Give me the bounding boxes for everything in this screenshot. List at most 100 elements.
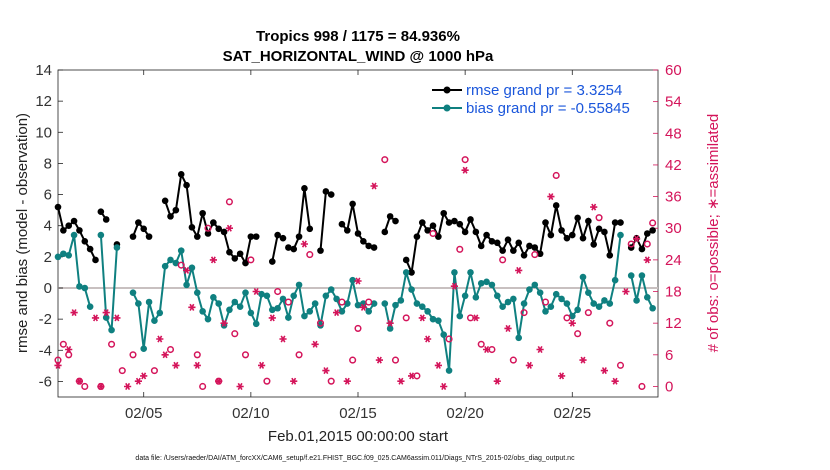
obs-assimilated-point [215, 377, 223, 385]
obs-assimilated-point [611, 377, 619, 385]
rmse-point [81, 237, 89, 245]
obs-possible-point [129, 351, 137, 359]
rmse-point [193, 233, 201, 240]
bias-point [579, 273, 587, 281]
rmse-point [445, 219, 453, 226]
obs-assimilated-point [590, 203, 598, 211]
rmse-point [477, 242, 485, 250]
bias-point [451, 269, 458, 276]
bias-point [611, 276, 619, 284]
rmse-point [236, 250, 244, 258]
rmse-point [295, 233, 303, 240]
bias-point [649, 304, 656, 312]
legend: rmse grand pr = 3.3254 bias grand pr = -… [432, 82, 630, 117]
rmse-point [402, 256, 410, 264]
bias-point [102, 314, 110, 321]
rmse-point [86, 245, 94, 253]
rmse-point [472, 228, 480, 236]
rmse-point [70, 217, 78, 225]
obs-possible-point [65, 351, 73, 359]
obs-possible-point [391, 356, 400, 364]
rmse-point [343, 227, 351, 234]
bias-point [483, 278, 490, 286]
obs-assimilated-point [504, 324, 512, 332]
obs-possible-point [499, 256, 507, 264]
obs-assimilated-point [102, 309, 110, 317]
obs-assimilated-point [622, 287, 630, 296]
rmse-point [97, 208, 105, 215]
bias-point [617, 231, 624, 239]
obs-assimilated-point [547, 193, 555, 201]
obs-assimilated-point [161, 351, 169, 359]
obs-possible-point [354, 324, 362, 332]
bias-point [215, 300, 223, 307]
obs-possible-point [616, 361, 625, 369]
obs-assimilated-point [643, 256, 651, 264]
obs-assimilated-point [258, 361, 266, 369]
rmse-point [285, 244, 292, 251]
obs-possible-point [445, 335, 453, 343]
bias-point [542, 308, 549, 315]
x-tick-label: 02/15 [339, 405, 377, 422]
bias-point [193, 289, 201, 296]
obs-possible-point [177, 261, 185, 269]
bias-point [552, 290, 560, 298]
bias-point [327, 286, 335, 293]
obs-assimilated-point [424, 335, 432, 343]
obs-assimilated-point [188, 303, 196, 311]
obs-possible-point [284, 298, 292, 306]
obs-assimilated-point [311, 340, 319, 348]
bias-point [472, 294, 480, 301]
bias-point [343, 300, 351, 307]
bias-point [381, 300, 389, 307]
bias-point [311, 300, 319, 307]
rmse-point [568, 231, 576, 239]
bias-point [54, 253, 62, 261]
chart-subtitle: SAT_HORIZONTAL_WIND @ 1000 hPa [223, 48, 494, 65]
rmse-point [579, 234, 587, 242]
bias-point [145, 298, 153, 306]
rmse-point [215, 225, 223, 233]
bias-point [140, 345, 148, 353]
x-tick-label: 02/25 [554, 405, 592, 422]
y-tick-right-label: 24 [665, 252, 682, 269]
obs-assimilated-point [183, 266, 191, 274]
bias-point [520, 300, 528, 307]
obs-possible-point [552, 171, 560, 180]
bias-point [392, 301, 399, 309]
bias-point [268, 306, 276, 314]
bias-point [493, 292, 501, 300]
bias-point [172, 259, 180, 267]
bias-point [424, 308, 431, 315]
rmse-point [381, 228, 389, 236]
rmse-point [172, 206, 180, 214]
rmse-point [145, 233, 153, 240]
obs-assimilated-point [322, 367, 330, 375]
y-tick-left-label: -2 [39, 311, 52, 328]
obs-assimilated-point [54, 361, 62, 369]
bias-point [156, 309, 164, 317]
obs-assimilated-point [354, 277, 362, 285]
rmse-point [424, 227, 431, 234]
rmse-point [504, 236, 512, 244]
obs-assimilated-point [236, 382, 244, 390]
y-tick-right-label: 42 [665, 157, 682, 174]
rmse-point [338, 220, 346, 228]
obs-assimilated-point [225, 224, 233, 232]
obs-assimilated-point [558, 372, 566, 380]
bias-point [295, 281, 303, 289]
rmse-point [274, 231, 281, 239]
obs-possible-point [574, 330, 582, 338]
obs-assimilated-point [172, 361, 180, 369]
obs-assimilated-point [440, 382, 448, 390]
rmse-point [429, 222, 437, 230]
rmse-point [590, 241, 598, 248]
bias-point [263, 292, 271, 300]
y-tick-left-label: 10 [35, 124, 52, 141]
bias-point [204, 315, 212, 323]
obs-possible-point [520, 309, 528, 317]
obs-possible-point [338, 298, 346, 306]
bias-point [429, 315, 437, 323]
bias-point [252, 320, 260, 328]
bias-point [306, 308, 314, 315]
